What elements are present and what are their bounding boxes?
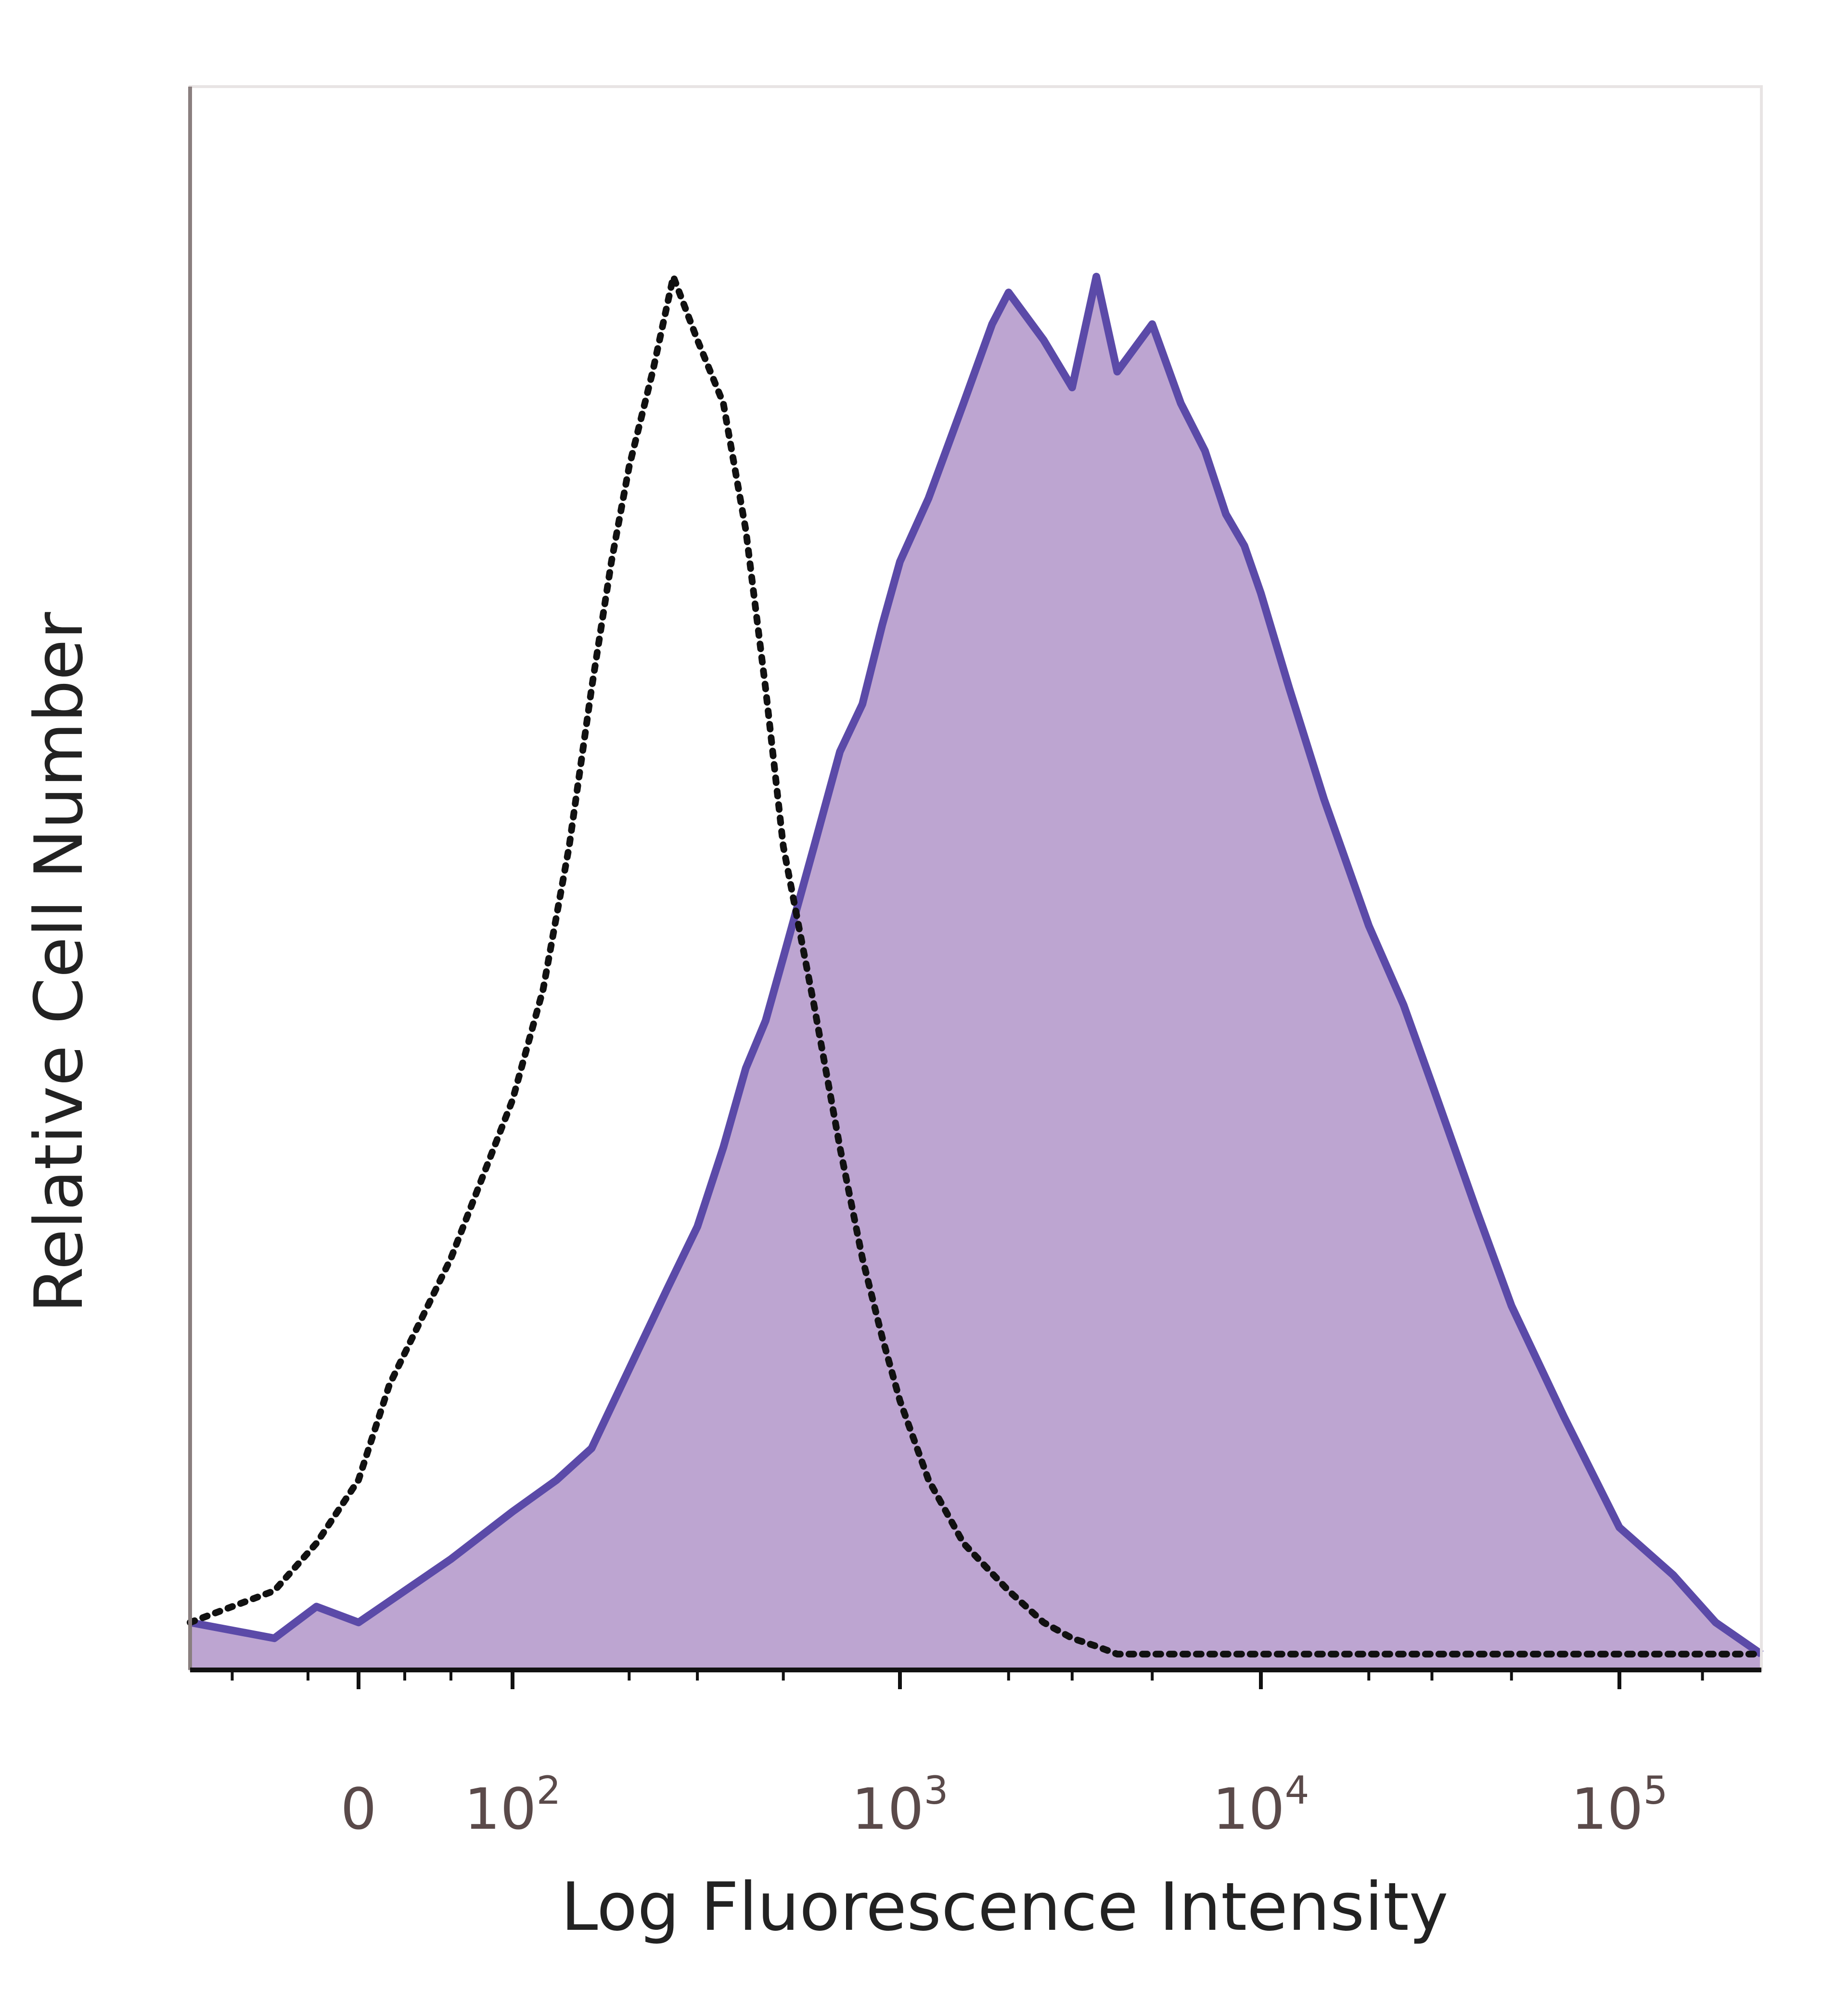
series-line-0 [189, 272, 1764, 1657]
x-tick-label-1: 102 [464, 1768, 561, 1842]
series-line-1 [187, 273, 1765, 1658]
x-tick-label-0: 0 [340, 1776, 376, 1842]
x-tick-label-4: 105 [1571, 1768, 1668, 1842]
x-axis-title: Log Fluorescence Intensity [561, 1868, 1449, 1946]
x-tick-label-2: 103 [851, 1768, 948, 1842]
plot-area [187, 272, 1765, 1670]
labels: 0 102 103 104 105 Log Fluorescence Intensity R… [20, 612, 1668, 1946]
axes [188, 85, 1763, 1689]
x-tick-label-3: 104 [1212, 1768, 1309, 1842]
y-axis-title: Relative Cell Number [20, 612, 98, 1313]
series-fill-0 [190, 276, 1761, 1670]
